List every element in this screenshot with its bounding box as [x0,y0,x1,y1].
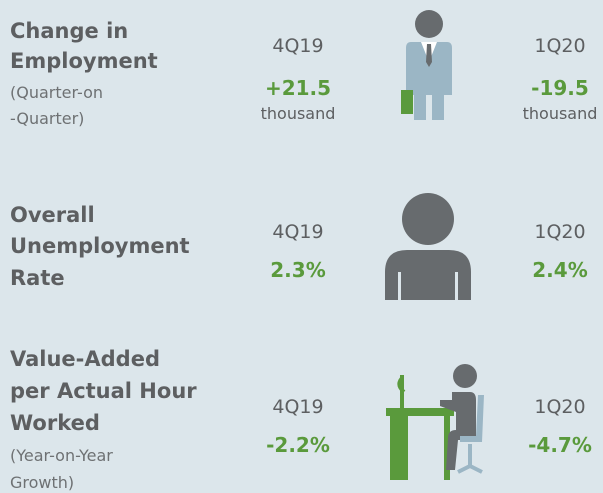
value: 2.3% [270,258,325,282]
row-title: Overall [10,203,95,227]
unit: thousand [523,104,598,123]
row-subtitle: (Year-on-Year [10,446,113,465]
row-title: Worked [10,411,100,435]
period: 4Q19 [272,221,323,243]
period: 1Q20 [534,396,585,418]
value: -4.7% [528,433,592,457]
row-subtitle: (Quarter-on [10,83,103,102]
value: -19.5 [531,76,589,100]
row-title: Value-Added [10,347,160,371]
period: 4Q19 [272,35,323,57]
row-title: Rate [10,266,65,290]
row-title: Employment [10,49,158,73]
value: -2.2% [266,433,330,457]
infographic: Change in Employment (Quarter-on -Quarte… [0,0,603,493]
value: +21.5 [265,76,331,100]
period: 1Q20 [534,221,585,243]
row-subtitle: Growth) [10,473,74,492]
unit: thousand [261,104,336,123]
row-title: Change in [10,19,128,43]
row-subtitle: -Quarter) [10,109,84,128]
row-title: per Actual Hour [10,379,197,403]
period: 1Q20 [534,35,585,57]
row-title: Unemployment [10,234,190,258]
value: 2.4% [532,258,587,282]
period: 4Q19 [272,396,323,418]
